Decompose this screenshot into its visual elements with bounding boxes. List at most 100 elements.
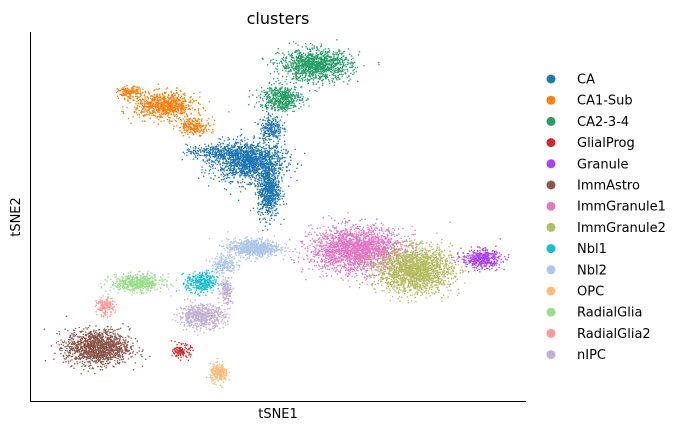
- point: [205, 129, 208, 131]
- point: [269, 199, 272, 201]
- point: [147, 109, 150, 111]
- point: [171, 99, 173, 102]
- point: [209, 153, 211, 155]
- point: [217, 157, 219, 160]
- point: [332, 61, 335, 64]
- point: [190, 105, 192, 107]
- point: [185, 104, 187, 107]
- point: [146, 106, 149, 108]
- point: [277, 156, 280, 158]
- point: [208, 170, 211, 172]
- point: [268, 147, 271, 150]
- point: [307, 82, 310, 84]
- point: [283, 156, 285, 159]
- point: [264, 189, 266, 191]
- point: [248, 166, 251, 169]
- point: [257, 202, 260, 204]
- point: [257, 123, 259, 126]
- point: [232, 158, 235, 161]
- point: [247, 161, 250, 163]
- point: [295, 42, 297, 45]
- point: [308, 90, 311, 92]
- point: [175, 120, 178, 122]
- point: [181, 131, 183, 133]
- point: [337, 74, 339, 77]
- point: [333, 84, 336, 86]
- point: [272, 63, 275, 65]
- point: [153, 98, 156, 101]
- point: [275, 202, 277, 205]
- point: [156, 98, 158, 100]
- point: [209, 148, 211, 151]
- point: [276, 157, 278, 160]
- point: [170, 92, 173, 94]
- point: [235, 150, 238, 153]
- point: [225, 188, 228, 191]
- point: [163, 102, 165, 105]
- point: [138, 88, 140, 90]
- point: [285, 66, 287, 68]
- point: [331, 62, 334, 64]
- point: [263, 204, 265, 207]
- point: [352, 73, 354, 76]
- point: [219, 150, 221, 153]
- point: [174, 114, 176, 117]
- point: [192, 150, 195, 152]
- point: [209, 158, 211, 161]
- point: [290, 176, 292, 179]
- point: [216, 143, 219, 146]
- point: [236, 180, 239, 183]
- point: [132, 99, 134, 101]
- point: [139, 88, 141, 90]
- point: [270, 214, 273, 216]
- point: [265, 177, 267, 179]
- point: [198, 144, 201, 147]
- point: [126, 100, 129, 102]
- point: [158, 113, 161, 115]
- point: [158, 118, 160, 121]
- point: [169, 104, 172, 107]
- point: [300, 77, 302, 80]
- point: [201, 149, 204, 152]
- point: [192, 102, 194, 104]
- point: [156, 88, 158, 91]
- point: [316, 66, 318, 68]
- point: [280, 223, 282, 226]
- point: [228, 167, 230, 169]
- point: [226, 169, 229, 171]
- point: [200, 119, 203, 122]
- point: [244, 168, 246, 171]
- point: [321, 84, 324, 87]
- point: [182, 126, 185, 128]
- point: [136, 86, 139, 89]
- point: [244, 188, 247, 190]
- point: [275, 188, 277, 191]
- point: [282, 58, 284, 61]
- point: [139, 90, 142, 92]
- point: [136, 100, 138, 103]
- point: [277, 183, 279, 186]
- point: [254, 192, 257, 194]
- point: [154, 98, 157, 100]
- point: [194, 119, 197, 122]
- point: [191, 132, 193, 134]
- point: [280, 146, 283, 148]
- point: [184, 107, 186, 109]
- point: [241, 159, 244, 162]
- point: [271, 190, 273, 193]
- point: [255, 177, 258, 179]
- point: [215, 155, 217, 157]
- point: [170, 95, 173, 97]
- point: [283, 203, 285, 206]
- point: [308, 58, 311, 61]
- point: [279, 158, 281, 161]
- point: [221, 155, 223, 158]
- point: [276, 193, 278, 196]
- point: [302, 77, 304, 79]
- point: [268, 121, 270, 124]
- point: [341, 59, 344, 62]
- point: [270, 197, 272, 200]
- point: [208, 155, 211, 157]
- point: [286, 83, 288, 85]
- point: [286, 170, 288, 173]
